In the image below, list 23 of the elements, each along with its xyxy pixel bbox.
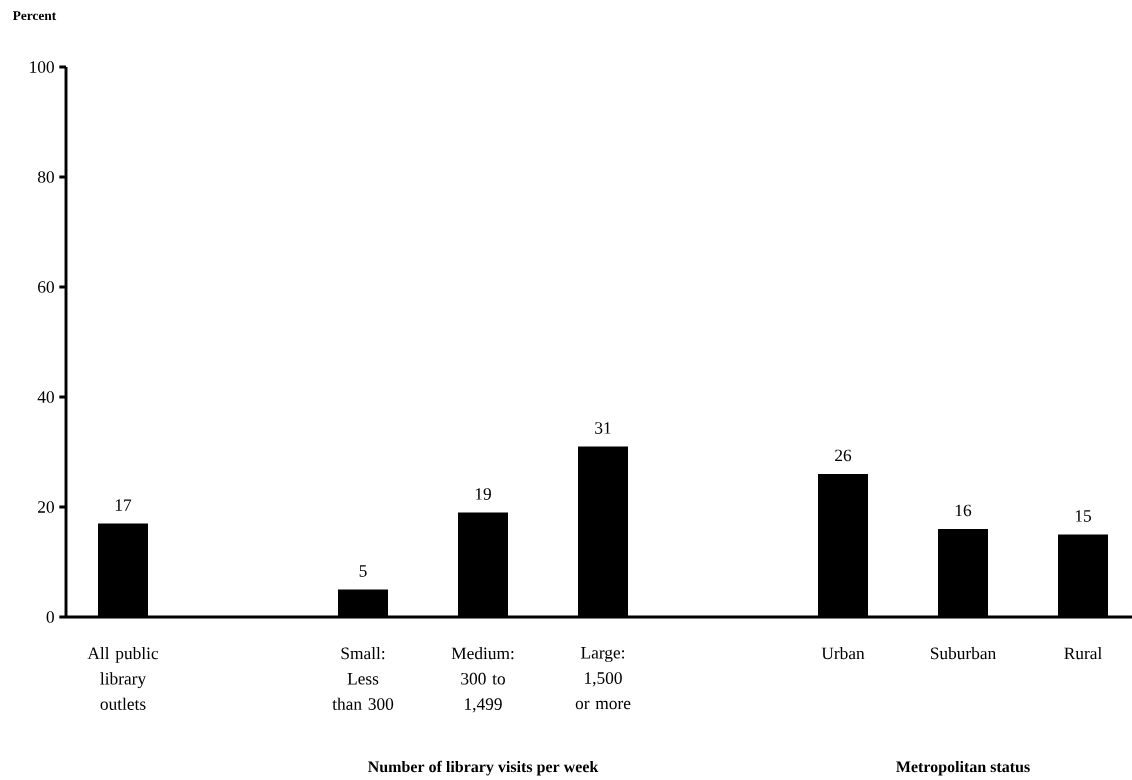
y-tick-label: 20	[38, 501, 54, 513]
data-label: 31	[595, 422, 611, 434]
x-tick-label: Medium: 300 to 1,499	[451, 647, 514, 713]
x-tick-label: Urban	[821, 647, 865, 660]
y-tick-label: 100	[30, 61, 54, 73]
y-tick-label: 80	[37, 171, 54, 183]
data-label: 16	[955, 504, 972, 517]
x-tick-label: All public library outlets	[87, 647, 159, 710]
data-label: 19	[475, 488, 491, 500]
y-tick-label: 40	[37, 391, 54, 403]
data-label: 15	[1075, 510, 1091, 522]
x-tick-label: Small: Less than 300	[332, 647, 394, 710]
y-tick-label: 60	[38, 281, 54, 293]
y-axis-title: Percent	[12, 11, 57, 21]
x-tick-label: Rural	[1064, 647, 1102, 660]
y-tick-label: 0	[46, 611, 54, 623]
x-tick-label: Large: 1,500 or more	[575, 647, 631, 710]
data-label: 26	[835, 449, 852, 462]
text: Metropolitan status	[896, 760, 1030, 776]
data-label: 17	[115, 499, 132, 511]
data-label: 5	[359, 565, 367, 577]
x-tick-label: Suburban	[930, 647, 996, 660]
text: Number of library visits per week	[368, 760, 599, 776]
